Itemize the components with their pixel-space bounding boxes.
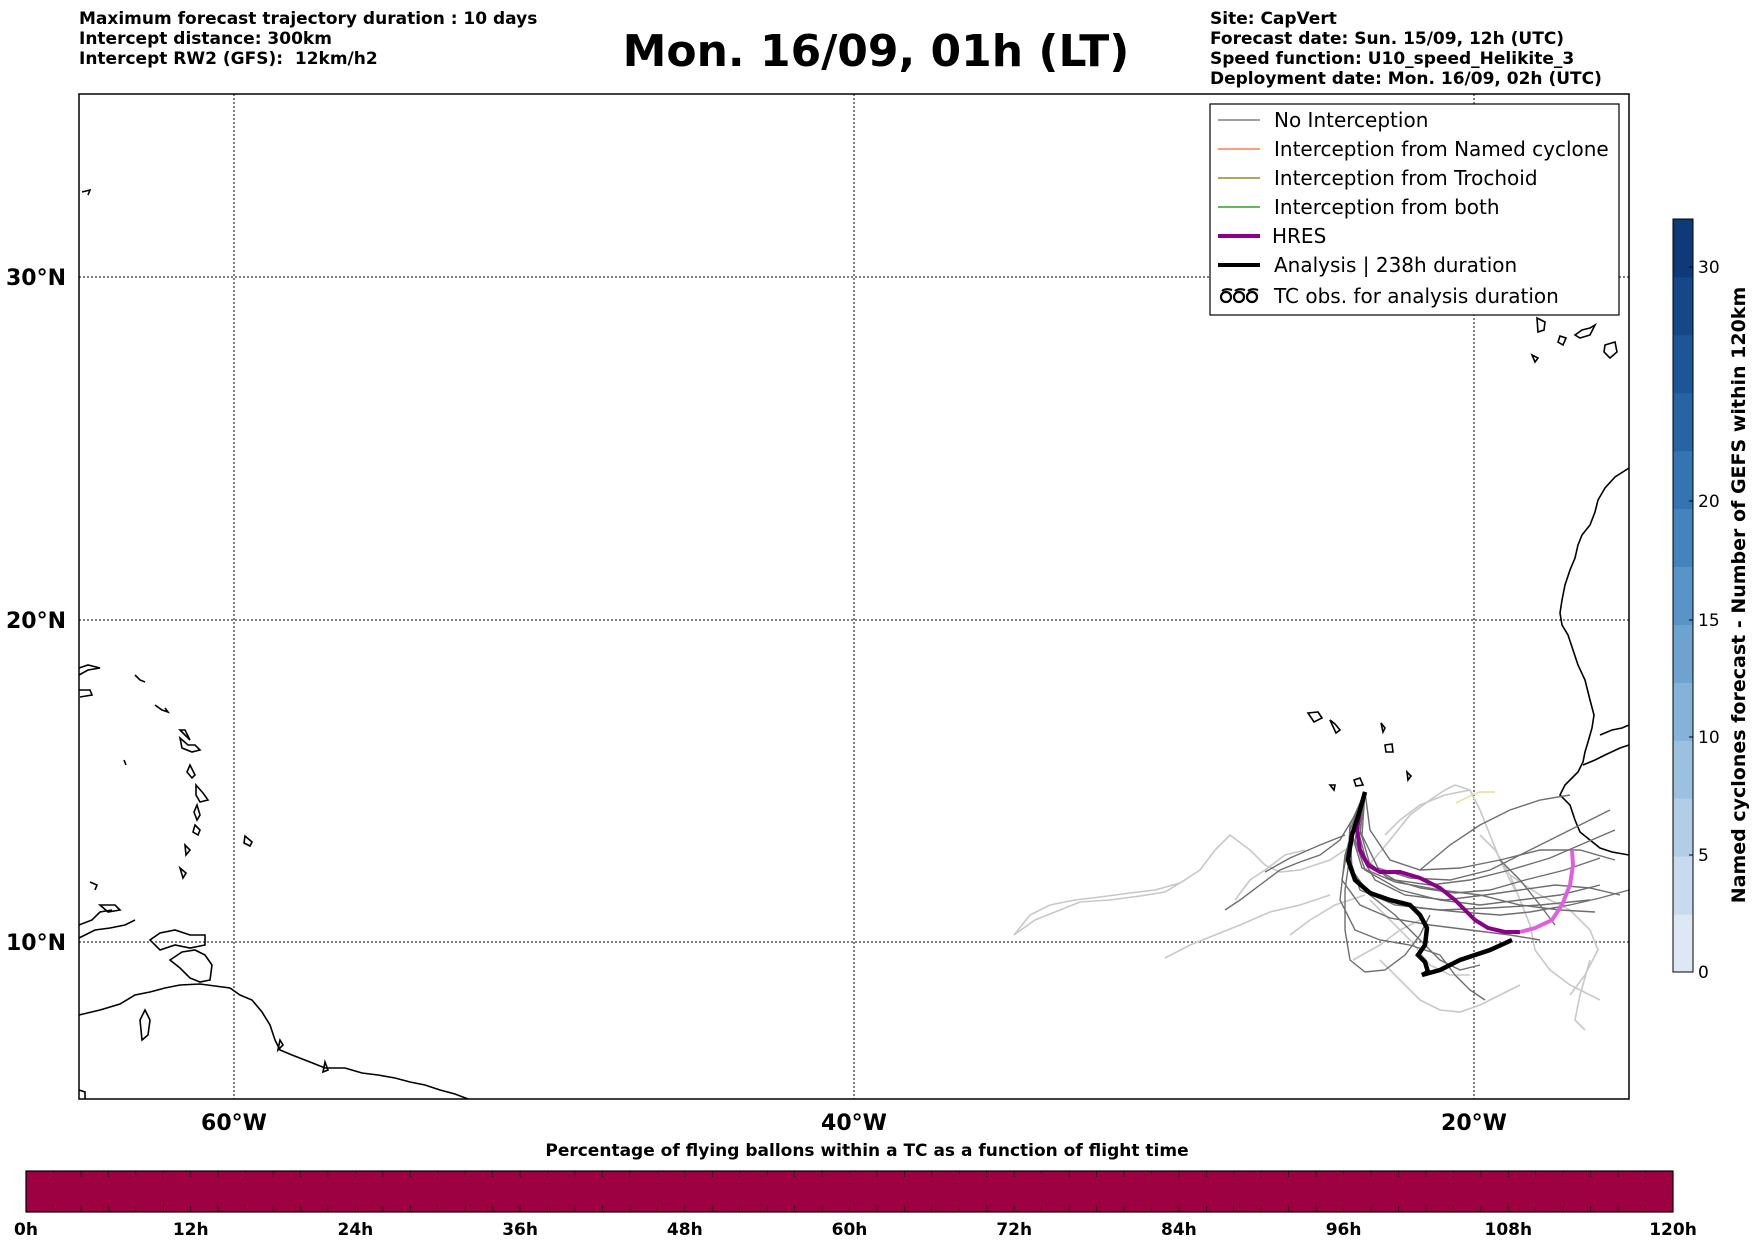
legend-label: Interception from Named cyclone [1274, 137, 1609, 161]
colorbar-label: Percentage of flying ballons within a TC… [545, 1141, 1188, 1161]
colorbar-bottom: Percentage of flying ballons within a TC… [14, 1141, 1697, 1240]
colorbar-cell [1673, 740, 1693, 799]
colorbar-cell [1673, 566, 1693, 625]
tc-symbol-icon [1219, 288, 1259, 304]
colorbar-tick: 48h [667, 1220, 703, 1240]
lat-label: 30°N [6, 266, 66, 291]
legend-label: Analysis | 238h duration [1274, 253, 1517, 277]
legend-label: HRES [1272, 224, 1326, 248]
colorbar-cell [1673, 334, 1693, 394]
lon-label: 40°W [821, 1111, 887, 1136]
lon-label: 60°W [201, 1111, 267, 1136]
colorbar-tick: 36h [502, 1220, 538, 1240]
info-line: Speed function: U10_speed_Helikite_3 [1210, 49, 1575, 69]
lat-label: 10°N [6, 931, 66, 956]
legend-box [1209, 103, 1620, 316]
colorbar-tick: 15 [1698, 611, 1720, 631]
info-line: Maximum forecast trajectory duration : 1… [79, 9, 538, 29]
colorbar-tick: 120h [1649, 1220, 1697, 1240]
analysis-trajectory [1345, 791, 1513, 978]
colorbar-cell [1673, 682, 1693, 741]
colorbar-tick: 12h [173, 1220, 209, 1240]
colorbar-cell [1673, 798, 1693, 857]
colorbar-cell [1673, 624, 1693, 683]
colorbar-tick: 0h [14, 1220, 38, 1240]
map-frame [78, 93, 1630, 1100]
info-line: Intercept distance: 300km [79, 29, 332, 49]
legend-label: No Interception [1274, 108, 1428, 132]
legend-label: Interception from both [1274, 195, 1500, 219]
colorbar-cell [1673, 508, 1693, 568]
info-line: Deployment date: Mon. 16/09, 02h (UTC) [1210, 69, 1602, 89]
trochoid-trajectory [1455, 791, 1495, 804]
colorbar-cell [1673, 856, 1693, 915]
colorbar-cell [1673, 276, 1693, 336]
forecast-info-right: Site: CapVert Forecast date: Sun. 15/09,… [1210, 9, 1602, 89]
colorbar-tick: 30 [1698, 258, 1720, 278]
gridlines [79, 94, 1629, 1099]
lon-label: 20°W [1441, 1111, 1507, 1136]
info-line: Site: CapVert [1210, 9, 1337, 29]
colorbar-tick: 60h [832, 1220, 868, 1240]
legend-label: Interception from Trochoid [1274, 166, 1538, 190]
colorbar-tick: 20 [1698, 492, 1720, 512]
info-line: Forecast date: Sun. 15/09, 12h (UTC) [1210, 29, 1565, 49]
colorbar-tick: 0 [1698, 963, 1709, 983]
colorbar-tick: 84h [1161, 1220, 1197, 1240]
colorbar-right: 0 5 10 15 20 30 Named cyclones forecast … [1672, 218, 1750, 983]
coastlines [78, 188, 1630, 1100]
colorbar-frame [1672, 218, 1694, 973]
colorbar-cell [1673, 450, 1693, 510]
colorbar-tick: 10 [1698, 728, 1720, 748]
lat-label: 20°N [6, 609, 66, 634]
page-title: Mon. 16/09, 01h (LT) [622, 26, 1130, 77]
legend-label: TC obs. for analysis duration [1273, 284, 1559, 308]
hres-trajectory [1354, 791, 1520, 934]
colorbar-tick: 24h [338, 1220, 374, 1240]
legend: No Interception Interception from Named … [1209, 103, 1620, 316]
colorbar-bar [25, 1170, 1674, 1213]
colorbar-cell [1673, 219, 1693, 278]
colorbar-tick: 5 [1698, 846, 1709, 866]
hres-trajectory-late [1519, 849, 1576, 934]
colorbar-cell [1673, 392, 1693, 452]
info-line: Intercept RW2 (GFS): 12km/h2 [79, 49, 378, 69]
colorbar-label: Named cyclones forecast - Number of GEFS… [1728, 287, 1750, 904]
forecast-info-left: Maximum forecast trajectory duration : 1… [79, 9, 537, 69]
colorbar-tick: 96h [1326, 1220, 1362, 1240]
colorbar-tick: 72h [996, 1220, 1032, 1240]
colorbar-cell [1673, 914, 1693, 973]
colorbar-tick: 108h [1485, 1220, 1533, 1240]
